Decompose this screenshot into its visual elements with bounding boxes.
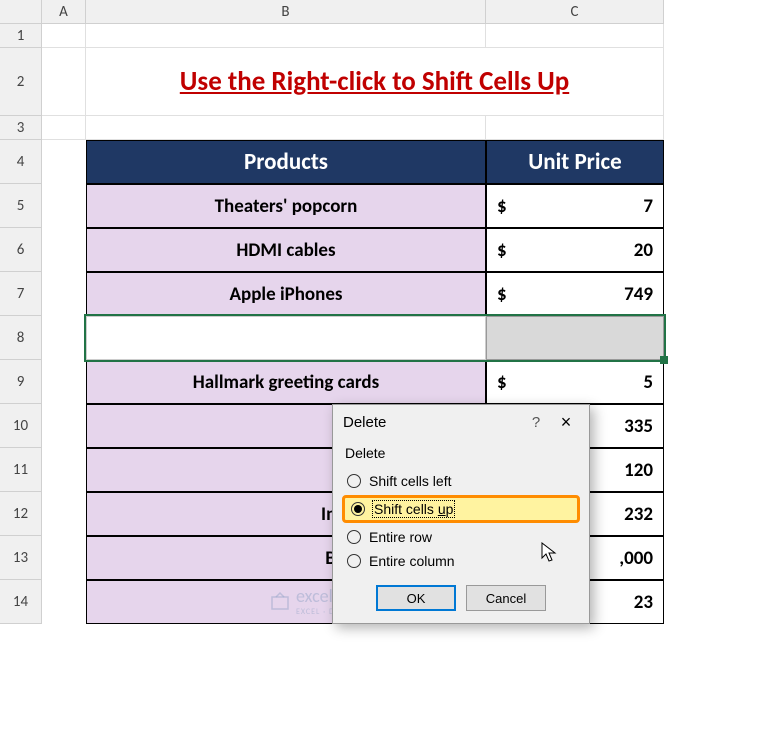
row-header-8[interactable]: 8: [0, 316, 42, 360]
product-cell[interactable]: HDMI cables: [86, 228, 486, 272]
header-price[interactable]: Unit Price: [486, 140, 664, 184]
close-icon[interactable]: ×: [551, 412, 581, 433]
price-amount: 5: [507, 371, 653, 394]
row-header-7[interactable]: 7: [0, 272, 42, 316]
price-cell[interactable]: $ 5: [486, 360, 664, 404]
col-header-a[interactable]: A: [42, 0, 86, 24]
spreadsheet-area: A B C 1 2 3 4 5 6 7 8 9 10 11 12 13 14 U…: [0, 0, 767, 731]
cancel-button[interactable]: Cancel: [466, 585, 546, 611]
price-amount: 749: [507, 283, 653, 306]
cell-a3[interactable]: [42, 116, 86, 140]
row-header-4[interactable]: 4: [0, 140, 42, 184]
table-row: Theaters' popcorn $ 7: [86, 184, 664, 228]
product-cell[interactable]: Hallmark greeting cards: [86, 360, 486, 404]
row-header-9[interactable]: 9: [0, 360, 42, 404]
title-cell[interactable]: Use the Right-click to Shift Cells Up: [86, 48, 664, 116]
selected-cell-c8[interactable]: [486, 316, 664, 360]
radio-label: Shift cells up: [373, 501, 454, 517]
row-header-3[interactable]: 3: [0, 116, 42, 140]
radio-entire-row[interactable]: Entire row: [345, 525, 577, 549]
column-headers: A B C: [42, 0, 664, 24]
ok-button[interactable]: OK: [376, 585, 456, 611]
radio-label: Entire row: [369, 529, 432, 545]
dialog-buttons: OK Cancel: [345, 573, 577, 611]
row-header-1[interactable]: 1: [0, 24, 42, 48]
radio-shift-left[interactable]: Shift cells left: [345, 469, 577, 493]
row-header-10[interactable]: 10: [0, 404, 42, 448]
radio-shift-up[interactable]: Shift cells up: [342, 495, 580, 523]
grid-area: Use the Right-click to Shift Cells Up Pr…: [42, 24, 664, 140]
currency-symbol: $: [497, 239, 507, 262]
dialog-titlebar[interactable]: Delete ? ×: [333, 405, 589, 439]
cell-a2[interactable]: [42, 48, 86, 116]
table-row: Hallmark greeting cards $ 5: [86, 360, 664, 404]
currency-symbol: $: [497, 195, 507, 218]
header-products[interactable]: Products: [86, 140, 486, 184]
row-header-13[interactable]: 13: [0, 536, 42, 580]
delete-dialog: Delete ? × Delete Shift cells left Shift…: [332, 404, 590, 624]
table-row: Apple iPhones $ 749: [86, 272, 664, 316]
cell-a1[interactable]: [42, 24, 86, 48]
price-amount: 20: [507, 239, 653, 262]
dialog-title: Delete: [343, 414, 521, 431]
radio-icon: [347, 554, 361, 568]
radio-label: Shift cells left: [369, 473, 451, 489]
price-cell[interactable]: $ 749: [486, 272, 664, 316]
row-header-6[interactable]: 6: [0, 228, 42, 272]
price-amount: 7: [507, 195, 653, 218]
col-header-b[interactable]: B: [86, 0, 486, 24]
currency-symbol: $: [497, 283, 507, 306]
product-cell[interactable]: Apple iPhones: [86, 272, 486, 316]
col-header-c[interactable]: C: [486, 0, 664, 24]
group-label: Delete: [345, 445, 577, 461]
row-header-2[interactable]: 2: [0, 48, 42, 116]
price-cell[interactable]: $ 20: [486, 228, 664, 272]
selected-empty-row[interactable]: [86, 316, 664, 360]
cell-b1[interactable]: [86, 24, 486, 48]
radio-label: Entire column: [369, 553, 455, 569]
radio-icon: [347, 474, 361, 488]
cell-c3[interactable]: [486, 116, 664, 140]
radio-entire-column[interactable]: Entire column: [345, 549, 577, 573]
price-cell[interactable]: $ 7: [486, 184, 664, 228]
dialog-body: Delete Shift cells left Shift cells up E…: [333, 439, 589, 623]
selected-cell-b8[interactable]: [86, 316, 486, 360]
currency-symbol: $: [497, 371, 507, 394]
select-all-corner[interactable]: [0, 0, 42, 24]
watermark-icon: [270, 591, 290, 611]
product-cell[interactable]: Theaters' popcorn: [86, 184, 486, 228]
row-header-11[interactable]: 11: [0, 448, 42, 492]
radio-icon: [351, 502, 365, 516]
row-headers: 1 2 3 4 5 6 7 8 9 10 11 12 13 14: [0, 24, 42, 624]
table-header-row: Products Unit Price: [86, 140, 664, 184]
row-header-5[interactable]: 5: [0, 184, 42, 228]
cell-c1[interactable]: [486, 24, 664, 48]
table-row: HDMI cables $ 20: [86, 228, 664, 272]
row-header-12[interactable]: 12: [0, 492, 42, 536]
cell-b3[interactable]: [86, 116, 486, 140]
radio-icon: [347, 530, 361, 544]
row-header-14[interactable]: 14: [0, 580, 42, 624]
fill-handle[interactable]: [660, 356, 668, 364]
help-icon[interactable]: ?: [521, 414, 551, 431]
